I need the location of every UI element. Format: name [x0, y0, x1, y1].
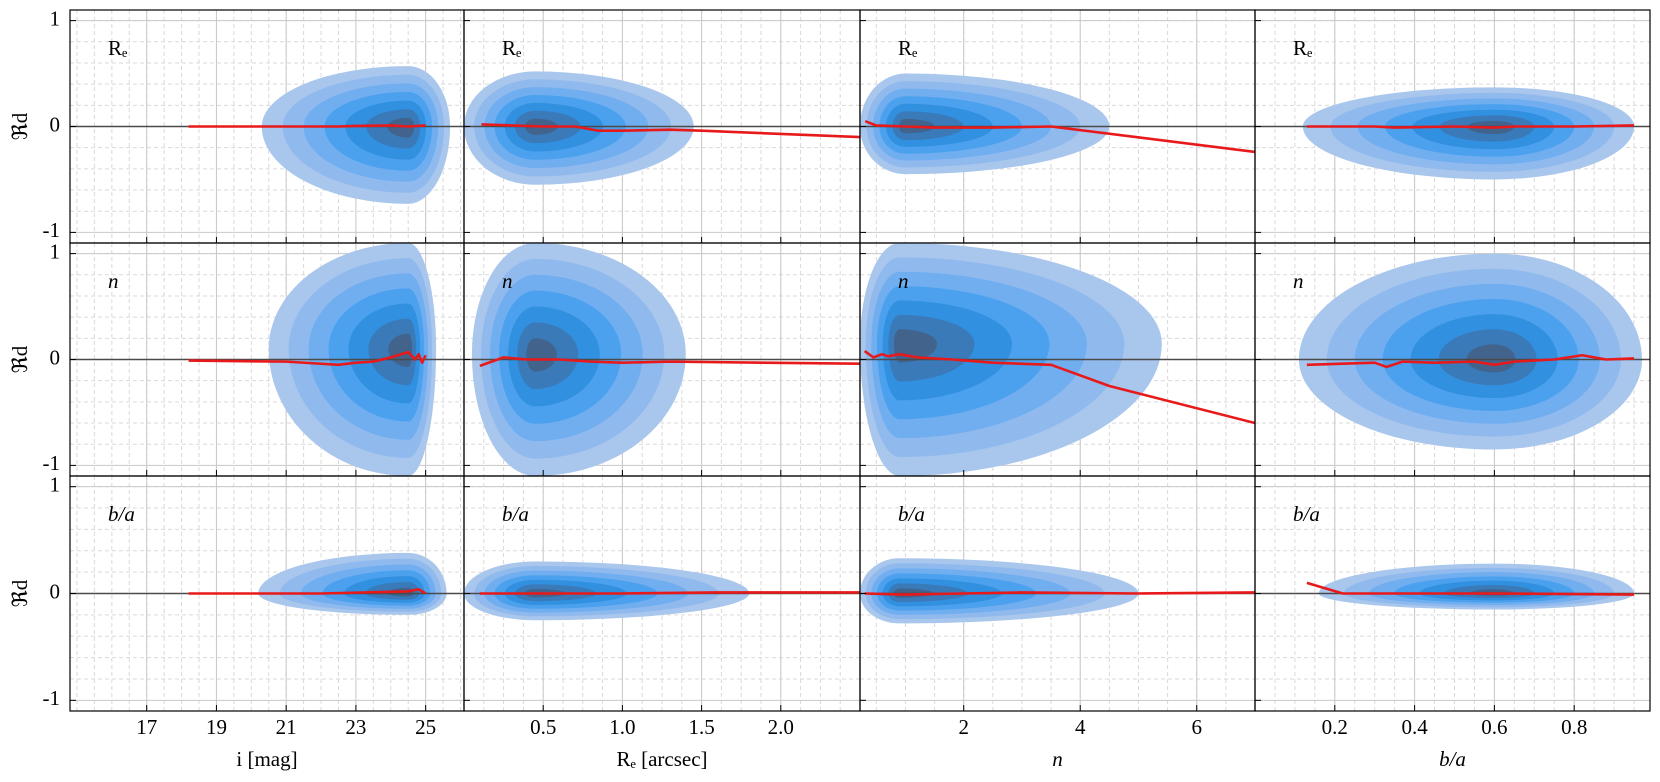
trend-line — [864, 119, 1255, 154]
trend-line — [188, 587, 427, 595]
x-axis-label: Rₑ [arcsec] — [616, 747, 707, 771]
x-tick-label: 23 — [345, 715, 366, 739]
x-axis-label: n — [1052, 747, 1063, 771]
panel — [860, 10, 1255, 243]
panel — [70, 476, 464, 711]
panel — [1255, 10, 1650, 243]
panel — [860, 476, 1255, 711]
x-tick-label: 2 — [958, 715, 969, 739]
x-tick-label: 0.8 — [1561, 715, 1587, 739]
panel — [1255, 476, 1650, 711]
panel-annotation: b/a — [108, 502, 135, 526]
panel — [464, 476, 860, 711]
panel-annotation: n — [108, 269, 119, 293]
kde-contour — [1466, 344, 1516, 373]
panel — [464, 10, 860, 243]
kde-contour — [387, 117, 415, 138]
trend-line — [863, 349, 1255, 425]
x-axis-label: b/a — [1439, 747, 1466, 771]
panel — [1255, 243, 1650, 476]
y-axis-label: ℜd — [8, 112, 32, 140]
kde-contour — [526, 338, 557, 372]
trend-line — [481, 123, 860, 139]
kde-contour — [388, 333, 413, 368]
panel-annotation: Rₑ — [1293, 36, 1313, 60]
y-tick-label: 0 — [50, 345, 61, 369]
panel-annotation: Rₑ — [502, 36, 522, 60]
x-tick-label: 0.6 — [1481, 715, 1507, 739]
trend-line — [479, 591, 860, 595]
x-axis-label: i [mag] — [236, 747, 297, 771]
x-tick-label: 6 — [1191, 715, 1202, 739]
y-tick-label: -1 — [43, 218, 61, 242]
trend-line — [1306, 581, 1635, 596]
trend-line — [188, 124, 426, 128]
panel-annotation: b/a — [1293, 502, 1320, 526]
trend-line — [1306, 124, 1635, 129]
panel-annotation: n — [898, 269, 909, 293]
y-tick-label: -1 — [43, 686, 61, 710]
panel-annotation: b/a — [502, 502, 529, 526]
x-tick-label: 25 — [415, 715, 436, 739]
y-tick-label: 1 — [50, 6, 61, 30]
trend-line — [864, 591, 1255, 596]
panel — [70, 10, 464, 243]
panel — [464, 243, 860, 476]
trend-line — [1306, 353, 1635, 369]
x-tick-label: 19 — [206, 715, 227, 739]
x-tick-label: 0.2 — [1322, 715, 1348, 739]
trend-line — [479, 356, 860, 368]
panel-annotation: n — [502, 269, 513, 293]
x-tick-label: 1.0 — [609, 715, 635, 739]
panel — [860, 243, 1255, 476]
x-tick-label: 1.5 — [688, 715, 714, 739]
x-tick-label: 21 — [276, 715, 297, 739]
y-tick-label: 0 — [50, 112, 61, 136]
panel-annotation: Rₑ — [898, 36, 918, 60]
y-axis-label: ℜd — [8, 579, 32, 607]
x-tick-label: 2.0 — [768, 715, 794, 739]
y-tick-label: -1 — [43, 451, 61, 475]
x-tick-label: 0.5 — [530, 715, 556, 739]
panel-annotation: n — [1293, 269, 1304, 293]
trend-line — [188, 350, 427, 367]
x-tick-label: 17 — [136, 715, 157, 739]
x-tick-label: 0.4 — [1401, 715, 1428, 739]
x-tick-label: 4 — [1075, 715, 1086, 739]
panel-annotation: Rₑ — [108, 36, 128, 60]
panel-annotation: b/a — [898, 502, 925, 526]
y-tick-label: 0 — [50, 579, 61, 603]
panel — [70, 243, 464, 476]
y-axis-label: ℜd — [8, 345, 32, 373]
y-tick-label: 1 — [50, 239, 61, 263]
y-tick-label: 1 — [50, 472, 61, 496]
